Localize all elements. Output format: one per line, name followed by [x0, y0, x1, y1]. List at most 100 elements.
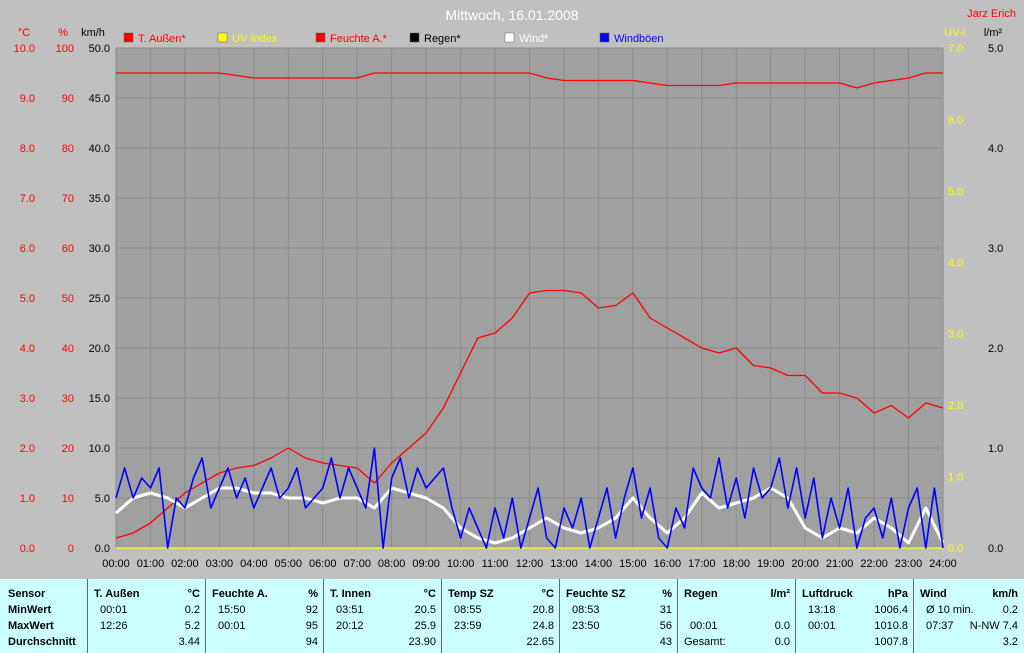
stats-column-name: T. Außen [94, 588, 140, 600]
tick-label-temp_c: 3.0 [20, 393, 35, 405]
stats-column: Feuchte SZ% 08:53 31 23:50 56 43 [560, 579, 678, 653]
stats-max-time: 20:12 [336, 620, 364, 632]
tick-label-uv: 6.0 [948, 114, 963, 126]
stats-column: Feuchte A.% 15:50 92 00:01 95 94 [206, 579, 324, 653]
tick-label-humidity_pct: 10 [62, 493, 74, 505]
tick-label-humidity_pct: 0 [68, 543, 74, 555]
x-tick-label: 22:00 [860, 558, 888, 570]
stats-column-unit: hPa [887, 588, 908, 600]
legend-label: Windböen [614, 33, 664, 45]
x-tick-label: 14:00 [585, 558, 613, 570]
tick-label-uv: 0.0 [948, 543, 963, 555]
tick-label-rain: 0.0 [988, 543, 1003, 555]
stats-header: Sensor [8, 588, 46, 600]
statistics-table: Sensor MinWert MaxWert Durchschnitt T. Außen… [0, 579, 1024, 653]
stats-min-time: 03:51 [336, 604, 364, 616]
tick-label-humidity_pct: 90 [62, 93, 74, 105]
legend-swatch [123, 32, 134, 43]
series-line-feuchtea [116, 72, 943, 89]
x-tick-label: 02:00 [171, 558, 199, 570]
stats-column: Temp SZ °C 08:55 20.8 23:59 24.8 22.65 [442, 579, 560, 653]
stats-column-unit: °C [423, 588, 436, 600]
stats-max-time: 12:26 [100, 620, 128, 632]
legend-swatch [504, 32, 515, 43]
stats-avg-value: 1007.8 [874, 636, 908, 648]
legend-swatch [217, 32, 228, 43]
stats-column-unit: °C [541, 588, 554, 600]
stats-column-name: Feuchte SZ [566, 588, 626, 600]
stats-column-name: Temp SZ [448, 588, 494, 600]
stats-max-time: 00:01 [690, 620, 718, 632]
stats-max-value: N-NW 7.4 [969, 620, 1018, 632]
axis-label-uv: UV-I [944, 27, 965, 39]
stats-column: Wind km/h Ø 10 min. 0.2 07:37 N-NW 7.4 3.2 [914, 579, 1024, 653]
stats-column-name: Regen [684, 588, 718, 600]
stats-column: T. Innen °C 03:51 20.5 20:12 25.9 23.90 [324, 579, 442, 653]
tick-label-wind_kmh: 30.0 [89, 243, 110, 255]
weather-chart: Mittwoch, 16.01.2008 Jarz Erich °C% km/h UV-… [14, 7, 1016, 570]
stats-avg-value: 94 [305, 636, 318, 648]
stats-max-time: 23:59 [454, 620, 482, 632]
stats-max-time: 00:01 [808, 620, 836, 632]
stats-min-value: 31 [659, 604, 672, 616]
x-tick-label: 19:00 [757, 558, 785, 570]
stats-min-value: 92 [305, 604, 318, 616]
tick-label-temp_c: 6.0 [20, 243, 35, 255]
stats-max-value: 1010.8 [874, 620, 908, 632]
x-tick-label: 17:00 [688, 558, 716, 570]
stats-max-value: 0.0 [774, 620, 790, 632]
tick-label-temp_c: 7.0 [20, 193, 35, 205]
stats-column-name: T. Innen [330, 588, 371, 600]
x-tick-label: 23:00 [895, 558, 923, 570]
x-tick-label: 01:00 [137, 558, 165, 570]
stats-min-value: 1006.4 [874, 604, 908, 616]
stats-min-value: 0.2 [184, 604, 200, 616]
stats-column-unit: °C [187, 588, 200, 600]
stats-column-unit: l/m² [770, 588, 790, 600]
stats-min-value: 20.5 [414, 604, 436, 616]
author-label: Jarz Erich [967, 8, 1016, 20]
chart-title: Mittwoch, 16.01.2008 [445, 7, 578, 23]
x-tick-label: 15:00 [619, 558, 647, 570]
stats-avg-value: 43 [659, 636, 672, 648]
stats-column: Regen l/m² 00:01 0.0 Gesamt: 0.0 [678, 579, 796, 653]
legend-swatch [409, 32, 420, 43]
tick-label-wind_kmh: 35.0 [89, 193, 110, 205]
x-tick-label: 04:00 [240, 558, 268, 570]
stats-min-time: 15:50 [218, 604, 246, 616]
series-line-tauen [115, 289, 944, 539]
legend-label: Wind* [519, 33, 549, 45]
stats-avg-value: 0.0 [774, 636, 790, 648]
stats-avg-value: 3.44 [178, 636, 200, 648]
tick-label-wind_kmh: 45.0 [89, 93, 110, 105]
series-line-wind [115, 486, 945, 545]
tick-label-temp_c: 9.0 [20, 93, 35, 105]
x-tick-label: 08:00 [378, 558, 406, 570]
stats-min-time: 08:53 [572, 604, 600, 616]
tick-label-wind_kmh: 40.0 [89, 143, 110, 155]
stats-min-time: 00:01 [100, 604, 128, 616]
tick-label-humidity_pct: 80 [62, 143, 74, 155]
tick-label-humidity_pct: 30 [62, 393, 74, 405]
stats-min-time: Ø 10 min. [926, 604, 974, 616]
tick-label-wind_kmh: 15.0 [89, 393, 110, 405]
stats-column-unit: % [662, 588, 672, 600]
legend-swatch [315, 32, 326, 43]
tick-label-temp_c: 0.0 [20, 543, 35, 555]
x-tick-label: 20:00 [791, 558, 819, 570]
stats-min-value: 0.2 [1002, 604, 1018, 616]
x-tick-label: 12:00 [516, 558, 544, 570]
stats-max-value: 5.2 [184, 620, 200, 632]
stats-column: T. Außen °C 00:01 0.2 12:26 5.2 3.44 [88, 579, 206, 653]
x-tick-label: 11:00 [482, 558, 509, 570]
legend-label: Regen* [424, 33, 461, 45]
tick-label-wind_kmh: 5.0 [95, 493, 110, 505]
stats-column-unit: km/h [992, 588, 1018, 600]
tick-label-rain: 5.0 [988, 43, 1003, 55]
stats-min-value: 20.8 [532, 604, 554, 616]
tick-label-uv: 1.0 [948, 472, 963, 484]
x-tick-label: 06:00 [309, 558, 337, 570]
stats-avg-value: 23.90 [408, 636, 436, 648]
tick-label-humidity_pct: 50 [62, 293, 74, 305]
x-tick-label: 24:00 [929, 558, 957, 570]
